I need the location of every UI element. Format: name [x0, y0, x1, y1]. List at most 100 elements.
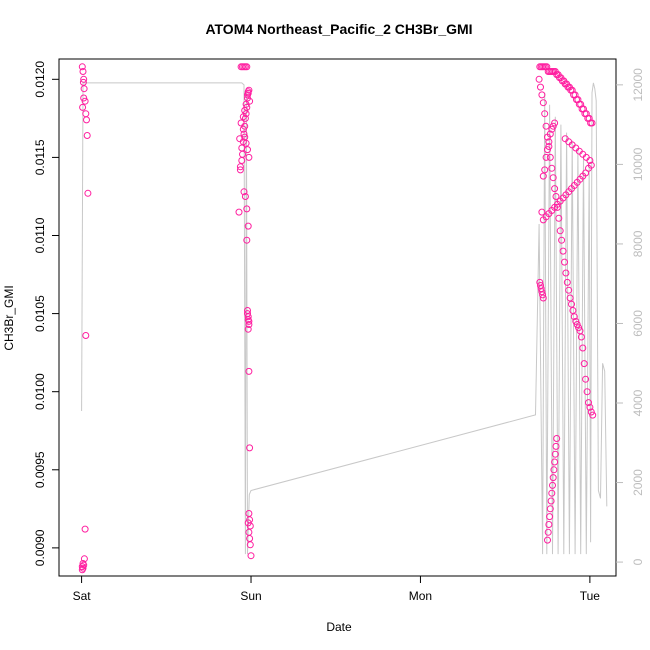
y-tick-label: 0.0115 [33, 139, 47, 175]
data-point [242, 139, 250, 147]
data-point [541, 110, 549, 118]
data-point [240, 188, 248, 196]
data-point [245, 153, 253, 161]
data-point [538, 208, 546, 216]
data-point [237, 119, 245, 127]
y2-tick-label: 8000 [631, 230, 645, 257]
data-point [558, 236, 566, 244]
data-point [550, 466, 558, 474]
data-point [236, 163, 244, 171]
data-point [586, 403, 594, 411]
data-point [244, 325, 252, 333]
data-point [544, 528, 552, 536]
y-axis-left: 0.0090 0.0095 0.0100 0.0105 0.0110 0.0115 0.01… [33, 61, 59, 566]
data-point [548, 489, 556, 497]
chart-title: ATOM4 Northeast_Pacific_2 CH3Br_GMI [205, 21, 472, 37]
altitude-series-layer [81, 82, 608, 555]
data-point [82, 332, 90, 339]
data-point [79, 103, 87, 111]
data-point [80, 75, 88, 83]
data-point [552, 442, 560, 450]
y-tick-label: 0.0100 [33, 373, 47, 410]
data-point [545, 138, 553, 146]
data-point [585, 399, 592, 407]
data-point [556, 227, 564, 235]
y-tick-label: 0.0105 [33, 295, 47, 332]
data-point [236, 166, 244, 174]
data-point [539, 294, 547, 302]
data-point [244, 519, 252, 527]
data-point [244, 313, 252, 321]
data-point [544, 536, 551, 544]
data-point [246, 541, 254, 549]
y-tick-label: 0.0120 [33, 61, 47, 98]
data-point [538, 288, 546, 296]
y2-tick-label: 12000 [631, 68, 645, 102]
data-point [553, 203, 561, 211]
data-point [541, 166, 549, 174]
data-point [546, 513, 554, 521]
data-point [568, 300, 575, 308]
data-point [83, 132, 91, 139]
altitude-line [81, 82, 608, 555]
data-point [235, 208, 243, 216]
data-point [549, 122, 557, 130]
x-tick-label: Sat [73, 589, 92, 603]
data-point [537, 83, 544, 91]
data-point [83, 116, 90, 124]
data-point [549, 481, 556, 489]
data-point [243, 205, 251, 213]
data-point [79, 78, 87, 86]
data-point [548, 164, 556, 172]
data-point [580, 360, 588, 368]
data-point [563, 278, 571, 286]
data-point [539, 291, 547, 299]
data-point [241, 193, 249, 200]
y-axis-title: CH3Br_GMI [2, 285, 16, 350]
data-point [78, 563, 86, 571]
data-point [243, 63, 251, 71]
data-point [589, 411, 597, 419]
ch3br-points-layer [78, 63, 597, 574]
data-point [80, 85, 88, 93]
x-tick-label: Tue [580, 589, 601, 603]
data-point [588, 119, 596, 127]
data-point [247, 552, 255, 560]
data-point [240, 130, 248, 138]
y2-tick-label: 4000 [631, 389, 645, 416]
y2-tick-label: 2000 [631, 469, 645, 496]
data-point [542, 122, 550, 130]
data-point [80, 94, 88, 102]
data-point [551, 458, 559, 466]
y2-tick-label: 0 [631, 558, 645, 565]
data-point [570, 313, 578, 321]
data-point [552, 193, 560, 200]
data-point [545, 521, 553, 528]
data-point [549, 474, 557, 482]
data-point [245, 86, 253, 94]
y-tick-label: 0.0095 [33, 451, 47, 488]
x-tick-label: Sun [240, 589, 261, 603]
y-axis-right: 0 2000 4000 6000 8000 10000 12000 [616, 68, 645, 565]
data-point [244, 222, 252, 230]
data-point [549, 174, 557, 182]
data-point [573, 321, 581, 328]
data-point [236, 135, 244, 143]
data-point [539, 99, 547, 107]
data-point [82, 110, 90, 118]
data-point [539, 216, 547, 224]
x-axis: Sat Sun Mon Tue [73, 575, 601, 603]
data-point [544, 146, 551, 154]
data-point [561, 258, 568, 266]
data-point [538, 91, 546, 99]
x-tick-label: Mon [409, 589, 432, 603]
data-point [245, 321, 253, 328]
data-point [81, 97, 89, 105]
data-point [245, 367, 253, 375]
data-point [242, 100, 250, 108]
data-point [586, 157, 594, 164]
data-point [577, 333, 585, 341]
data-point [245, 528, 253, 536]
data-point [551, 185, 559, 193]
